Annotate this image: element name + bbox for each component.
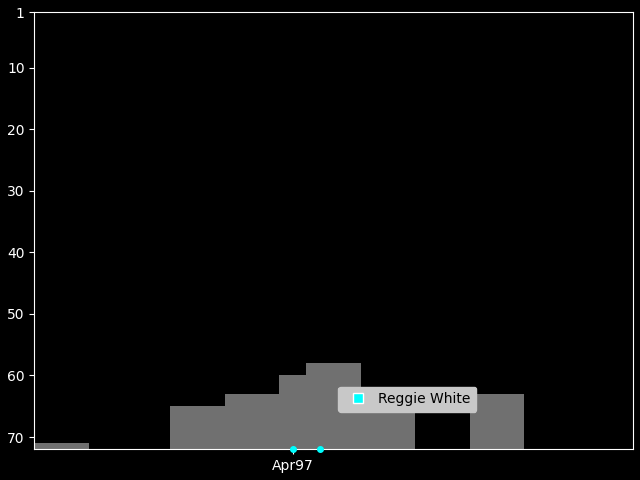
Legend: Reggie White: Reggie White (338, 387, 476, 412)
Bar (470, 394, 497, 449)
Bar (116, 449, 143, 468)
Bar (388, 394, 415, 449)
Bar (252, 394, 279, 449)
Bar (333, 363, 361, 449)
Bar (524, 449, 552, 468)
Bar (361, 394, 388, 449)
Bar (89, 449, 116, 468)
Bar (225, 394, 252, 449)
Bar (35, 443, 61, 449)
Bar (442, 449, 470, 468)
Bar (307, 363, 333, 449)
Bar (415, 449, 442, 468)
Bar (279, 375, 307, 449)
Bar (61, 443, 89, 449)
Bar (552, 449, 579, 468)
Bar (198, 406, 225, 449)
Bar (497, 394, 524, 449)
Bar (143, 449, 170, 468)
Bar (579, 449, 606, 468)
Bar (170, 406, 198, 449)
